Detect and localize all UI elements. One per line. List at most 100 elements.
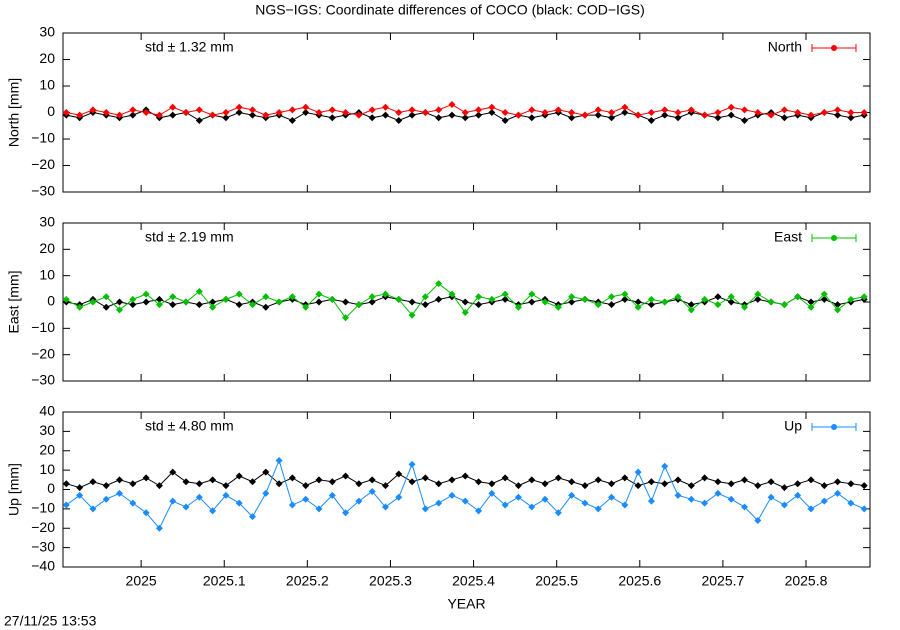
data-point (807, 303, 815, 311)
data-point (475, 507, 483, 515)
legend-label: East (774, 229, 802, 245)
data-point (461, 109, 469, 116)
data-point (621, 501, 629, 509)
data-point (89, 505, 97, 513)
data-point (661, 298, 669, 306)
data-point (315, 505, 323, 513)
y-tick-label: 20 (39, 240, 55, 256)
data-point (501, 501, 509, 509)
data-point (834, 301, 842, 309)
data-point (608, 109, 616, 116)
data-point (860, 482, 868, 490)
data-point (594, 111, 602, 119)
data-point (847, 480, 855, 488)
data-point (435, 114, 443, 122)
data-point (448, 476, 456, 484)
data-point (342, 109, 350, 116)
data-point (860, 109, 868, 116)
data-point (155, 295, 163, 303)
data-point (408, 478, 416, 486)
data-point (475, 293, 483, 301)
data-point (754, 109, 762, 116)
y-tick-label: −20 (31, 345, 55, 361)
data-point (568, 298, 576, 306)
data-point (727, 495, 735, 503)
data-point (155, 111, 163, 119)
data-point (501, 295, 509, 303)
data-point (89, 478, 97, 486)
data-point (581, 295, 589, 303)
data-point (408, 298, 416, 306)
data-point (262, 111, 270, 119)
data-point (568, 293, 576, 301)
data-point (554, 106, 562, 114)
data-point (714, 478, 722, 486)
y-tick-label: −40 (31, 558, 55, 574)
data-point (129, 301, 137, 309)
data-point (248, 478, 256, 486)
data-point (701, 499, 709, 507)
data-point (687, 106, 695, 114)
data-point (634, 298, 642, 306)
data-point (528, 503, 536, 511)
data-point (235, 499, 243, 507)
data-point (514, 303, 522, 311)
data-point (514, 482, 522, 490)
data-point (528, 476, 536, 484)
data-point (102, 109, 110, 116)
data-point (209, 303, 217, 311)
data-point (76, 484, 84, 492)
y-tick-label: 30 (39, 214, 55, 230)
data-point (820, 482, 828, 490)
data-point (647, 478, 655, 486)
data-point (288, 293, 296, 301)
data-point (435, 295, 443, 303)
data-point (448, 111, 456, 119)
data-point (608, 114, 616, 122)
data-point (847, 114, 855, 122)
data-point (116, 489, 124, 497)
data-point (647, 301, 655, 309)
data-point (302, 303, 310, 311)
data-point (568, 491, 576, 499)
data-point (687, 495, 695, 503)
data-point (355, 497, 363, 505)
data-point (248, 106, 256, 114)
data-point (687, 482, 695, 490)
data-point (794, 109, 802, 116)
data-point (262, 293, 270, 301)
data-point (262, 303, 270, 311)
data-point (182, 503, 190, 511)
data-point (661, 462, 669, 470)
data-point (794, 491, 802, 499)
data-point (262, 468, 270, 476)
data-point (129, 106, 137, 114)
data-point (408, 311, 416, 319)
data-point (142, 509, 150, 517)
data-point (222, 491, 230, 499)
data-point (195, 493, 203, 501)
data-point (608, 493, 616, 501)
data-point (475, 478, 483, 486)
data-point (528, 114, 536, 122)
data-point (222, 109, 230, 116)
data-point (714, 489, 722, 497)
data-point (421, 505, 429, 513)
y-tick-label: 10 (39, 461, 55, 477)
data-point (488, 109, 496, 116)
series-line (66, 458, 865, 530)
data-point (342, 509, 350, 517)
page-title: NGS−IGS: Coordinate differences of COCO … (255, 2, 645, 18)
y-tick-label: −30 (31, 183, 55, 199)
data-point (302, 482, 310, 490)
data-point (248, 301, 256, 309)
data-point (275, 298, 283, 306)
data-point (621, 295, 629, 303)
data-point (701, 295, 709, 303)
data-point (475, 301, 483, 309)
data-point (155, 524, 163, 532)
y-axis-label: North [mm] (6, 78, 22, 147)
data-point (182, 478, 190, 486)
y-tick-label: 0 (47, 480, 55, 496)
data-point (129, 111, 137, 119)
